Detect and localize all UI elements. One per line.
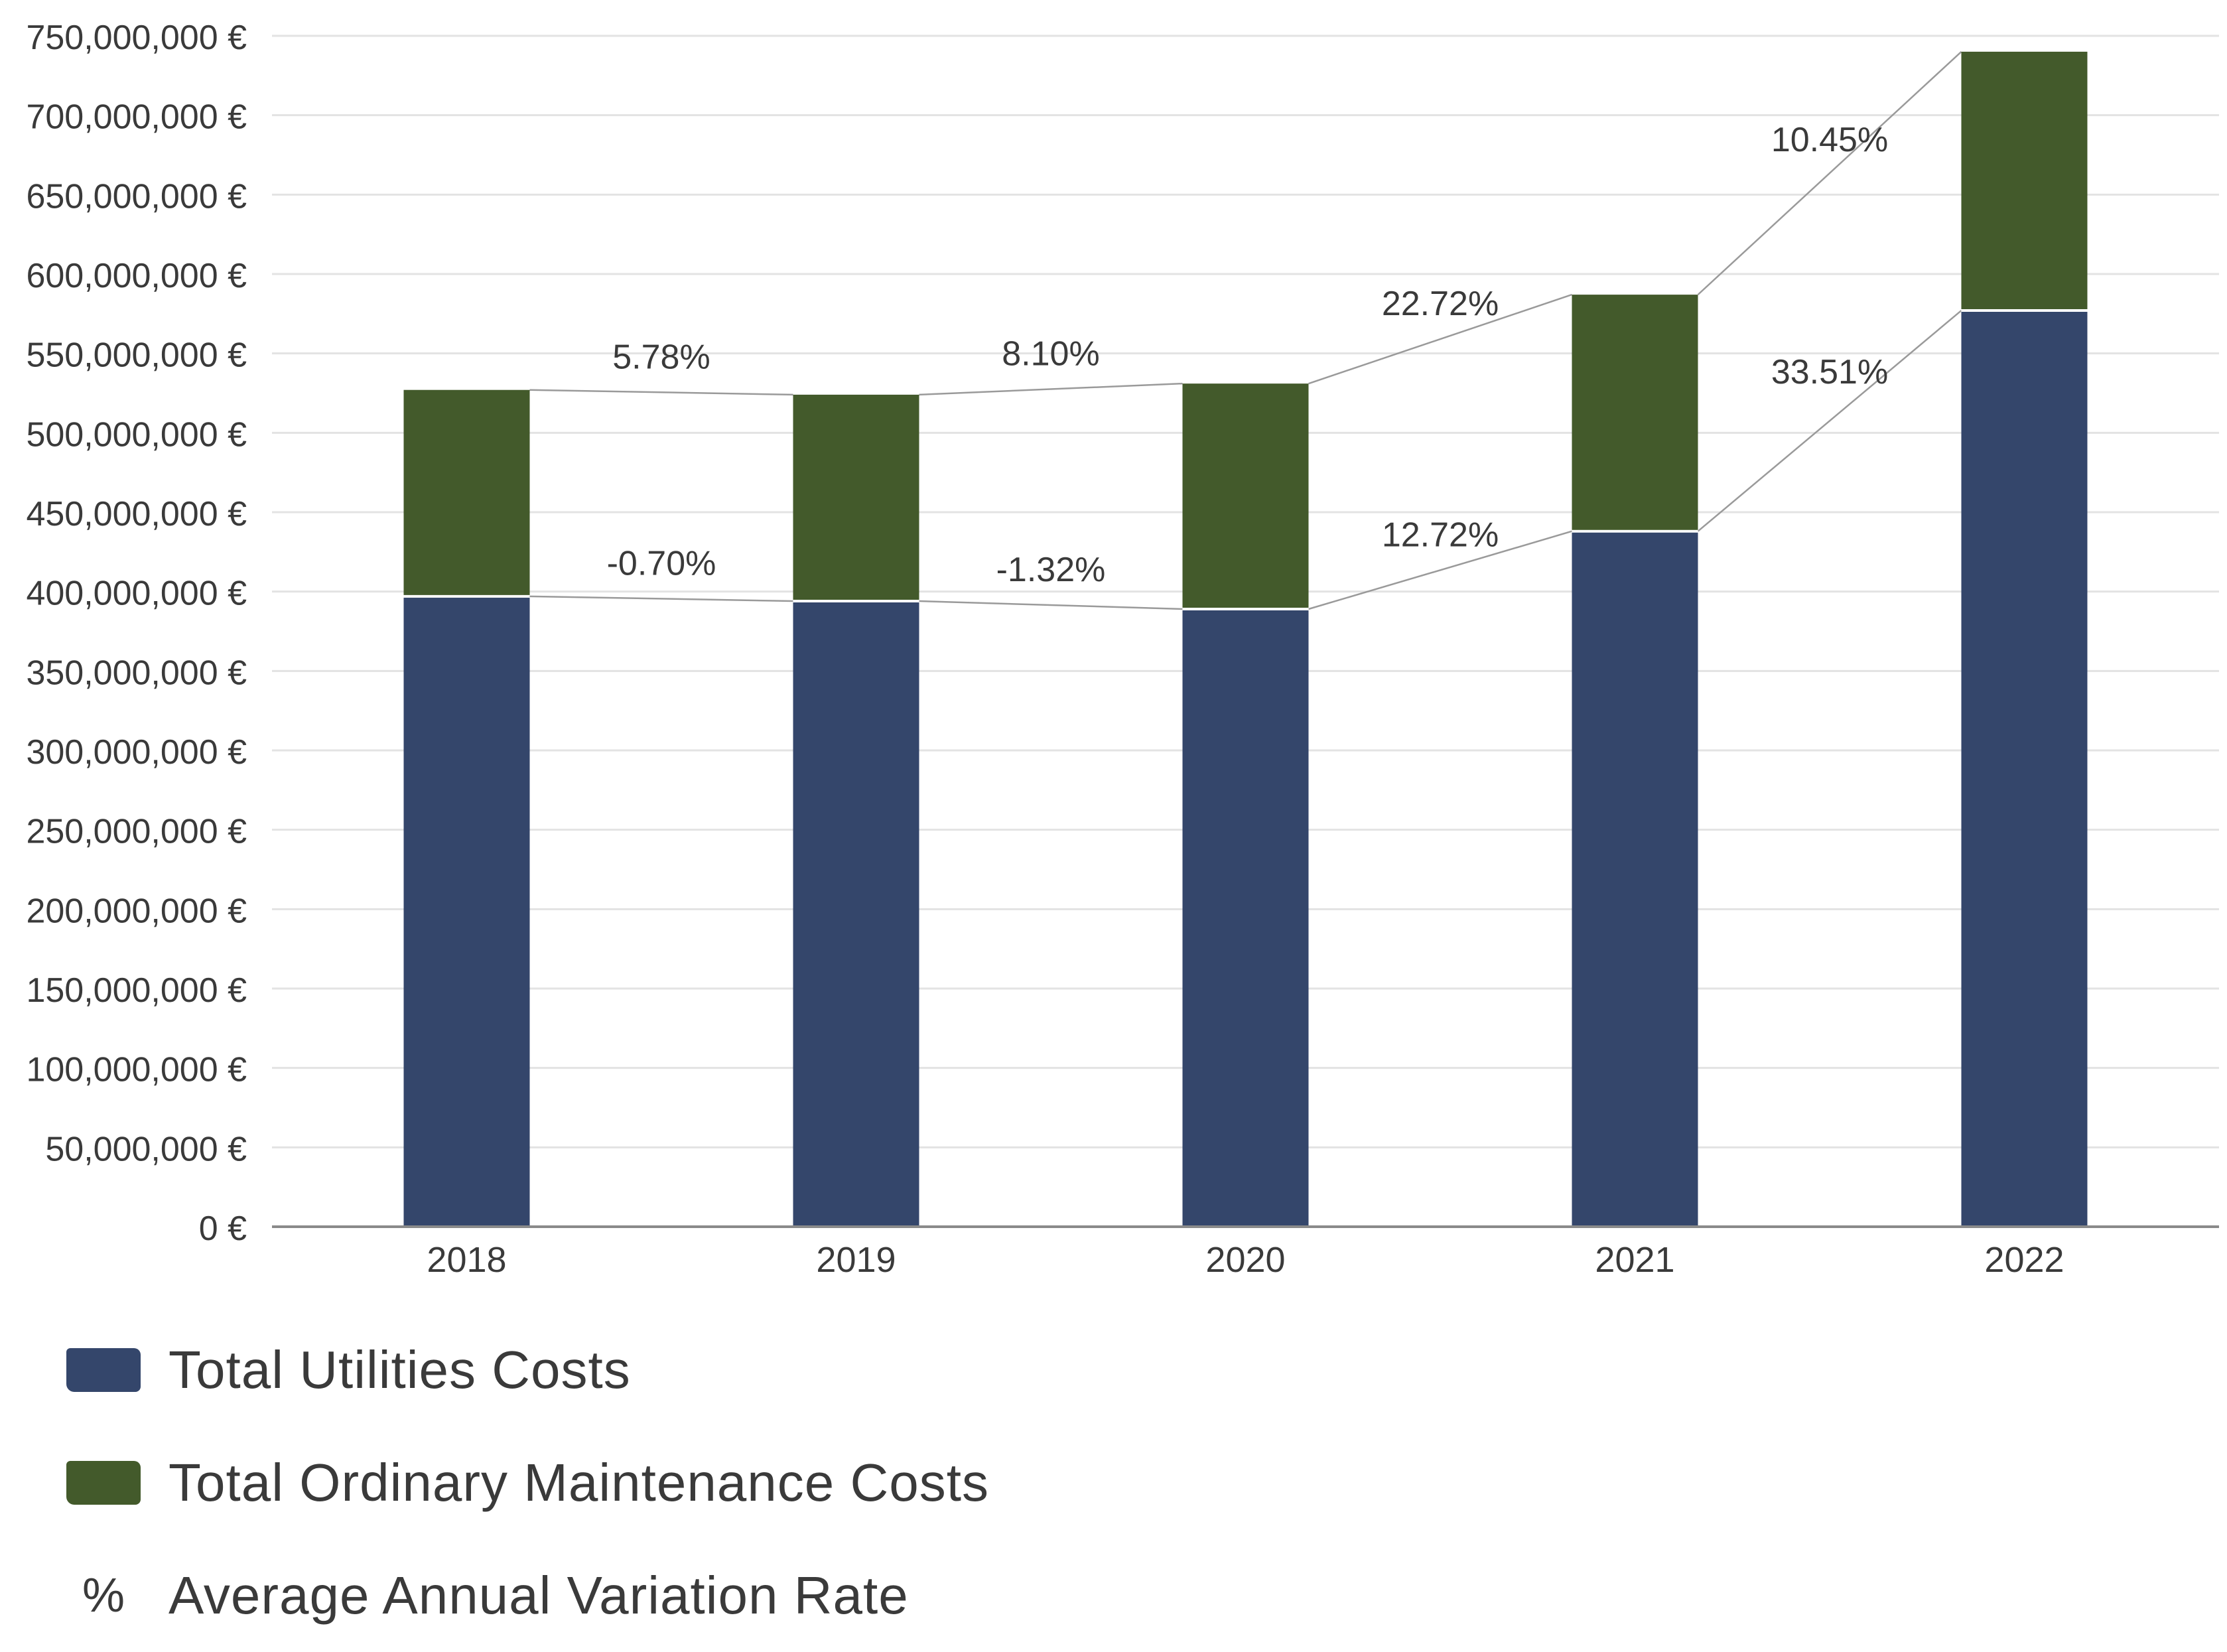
y-tick-label: 600,000,000 € xyxy=(26,257,247,295)
y-tick-label: 300,000,000 € xyxy=(26,733,247,772)
y-tick-label: 50,000,000 € xyxy=(45,1130,247,1168)
y-tick-label: 750,000,000 € xyxy=(26,19,247,57)
connector-utilities xyxy=(919,600,1183,610)
x-tick-label: 2021 xyxy=(1595,1240,1674,1280)
connector-total xyxy=(1697,51,1962,296)
bar-maintenance xyxy=(793,394,919,602)
legend-item-maintenance: Total Ordinary Maintenance Costs xyxy=(66,1426,989,1539)
bar-utilities xyxy=(403,596,530,1227)
legend-label-maintenance: Total Ordinary Maintenance Costs xyxy=(169,1453,989,1512)
y-tick-label: 350,000,000 € xyxy=(26,654,247,692)
connector-utilities xyxy=(1308,530,1572,610)
y-tick-label: 0 € xyxy=(199,1209,247,1248)
bar-utilities xyxy=(793,601,919,1227)
variation-connectors xyxy=(529,51,1962,610)
variation-rate-utilities: 12.72% xyxy=(1382,516,1499,554)
legend: Total Utilities Costs Total Ordinary Mai… xyxy=(66,1314,989,1652)
connector-utilities xyxy=(529,595,793,602)
bar-maintenance xyxy=(1961,51,2088,311)
y-tick-label: 650,000,000 € xyxy=(26,177,247,216)
variation-rate-utilities: -1.32% xyxy=(996,551,1106,589)
bar-maintenance xyxy=(1182,383,1309,609)
y-tick-label: 250,000,000 € xyxy=(26,813,247,851)
connector-utilities xyxy=(1697,310,1962,532)
y-tick-label: 150,000,000 € xyxy=(26,971,247,1010)
variation-rate-utilities: -0.70% xyxy=(607,544,716,583)
bar-utilities xyxy=(1961,310,2088,1227)
connector-total xyxy=(919,382,1183,396)
y-tick-label: 400,000,000 € xyxy=(26,575,247,613)
y-tick-label: 500,000,000 € xyxy=(26,415,247,454)
x-axis-tick-labels: 2018 2019 2020 2021 2022 xyxy=(427,1240,2064,1280)
y-tick-label: 700,000,000 € xyxy=(26,98,247,137)
variation-rate-total: 10.45% xyxy=(1771,121,1888,159)
bar-maintenance xyxy=(403,389,530,596)
legend-item-utilities: Total Utilities Costs xyxy=(66,1314,989,1426)
x-tick-label: 2022 xyxy=(1984,1240,2064,1280)
legend-label-variation: Average Annual Variation Rate xyxy=(169,1566,909,1625)
bar-maintenance xyxy=(1572,295,1698,531)
x-tick-label: 2020 xyxy=(1205,1240,1285,1280)
bar-utilities xyxy=(1182,608,1309,1227)
y-axis-tick-labels: 0 € 50,000,000 € 100,000,000 € 150,000,000 … xyxy=(26,19,247,1248)
y-tick-label: 550,000,000 € xyxy=(26,336,247,375)
variation-rate-total: 5.78% xyxy=(612,338,710,376)
x-tick-label: 2018 xyxy=(427,1240,506,1280)
legend-item-variation: % Average Annual Variation Rate xyxy=(66,1539,989,1652)
bar-utilities xyxy=(1572,531,1698,1227)
bars xyxy=(403,51,2088,1227)
percent-icon: % xyxy=(82,1569,125,1622)
variation-rate-utilities: 33.51% xyxy=(1771,353,1888,391)
y-tick-label: 450,000,000 € xyxy=(26,495,247,533)
x-tick-label: 2019 xyxy=(816,1240,896,1280)
stacked-bar-chart: 0 € 50,000,000 € 100,000,000 € 150,000,000 … xyxy=(26,19,2219,1280)
legend-label-utilities: Total Utilities Costs xyxy=(169,1340,631,1399)
utilities-swatch xyxy=(66,1348,141,1392)
connector-total xyxy=(1308,293,1572,385)
connector-total xyxy=(529,389,793,396)
variation-rate-total: 22.72% xyxy=(1382,285,1499,323)
maintenance-swatch xyxy=(66,1461,141,1505)
variation-rate-total: 8.10% xyxy=(1002,335,1099,374)
variation-rate-labels: 5.78% 8.10% 22.72% 10.45% -0.70% -1.32% 12.72%… xyxy=(607,121,1889,589)
y-tick-label: 100,000,000 € xyxy=(26,1051,247,1089)
y-tick-label: 200,000,000 € xyxy=(26,892,247,930)
